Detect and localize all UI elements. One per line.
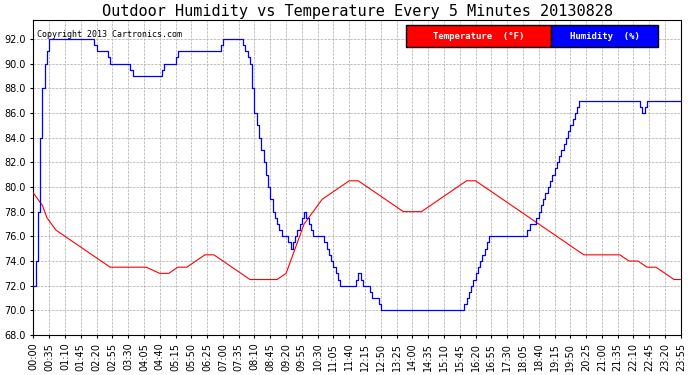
FancyBboxPatch shape	[551, 25, 658, 47]
Text: Copyright 2013 Cartronics.com: Copyright 2013 Cartronics.com	[37, 30, 181, 39]
Text: Humidity  (%): Humidity (%)	[570, 32, 640, 40]
FancyBboxPatch shape	[406, 25, 551, 47]
Text: Temperature  (°F): Temperature (°F)	[433, 32, 524, 40]
Title: Outdoor Humidity vs Temperature Every 5 Minutes 20130828: Outdoor Humidity vs Temperature Every 5 …	[101, 4, 613, 19]
